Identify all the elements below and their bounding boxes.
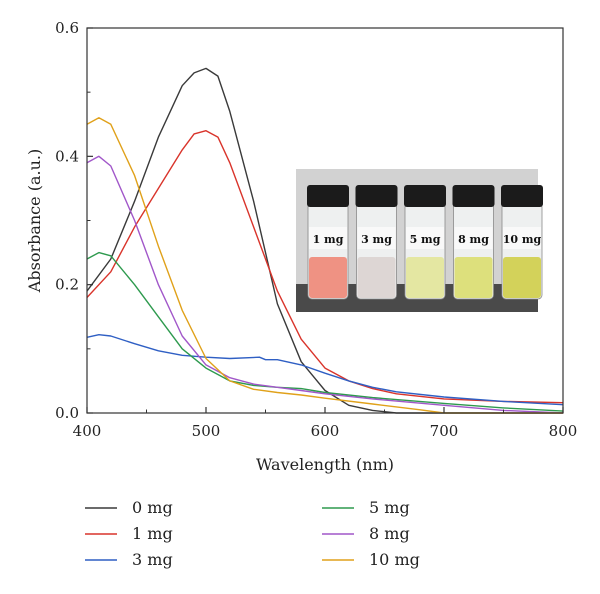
series-line-5	[86, 155, 564, 414]
vial-paper-label	[454, 227, 493, 249]
legend-item: 8 mg	[322, 524, 410, 543]
series-line-4	[86, 251, 564, 412]
legend-label: 3 mg	[132, 550, 173, 569]
vial-cap	[404, 185, 446, 207]
vial: 8 mg	[452, 185, 495, 300]
x-tick-label: 400	[73, 422, 102, 440]
vial-label: 3 mg	[361, 233, 392, 246]
vial-paper-label	[503, 227, 541, 249]
legend-label: 10 mg	[369, 550, 420, 569]
y-tick-label: 0.2	[55, 276, 79, 294]
x-tick-label: 700	[430, 422, 459, 440]
series-line-3	[86, 334, 564, 406]
y-tick-label: 0.6	[55, 19, 79, 37]
legend-item: 3 mg	[85, 550, 173, 569]
vial-cap	[452, 185, 495, 207]
vial-paper-label	[309, 227, 347, 249]
y-tick-label: 0.4	[55, 147, 79, 165]
vial-cap	[501, 185, 543, 207]
vial-liquid	[309, 257, 347, 298]
vial-paper-label	[406, 227, 444, 249]
legend-item: 5 mg	[322, 498, 410, 517]
vial-cap	[307, 185, 349, 207]
vial: 5 mg	[404, 185, 446, 300]
vial: 3 mg	[355, 185, 398, 300]
vials-inset-photo: 1 mg 3 mg 5 mg 8 mg 10 mg	[296, 169, 543, 312]
vial-cap	[355, 185, 398, 207]
legend-item: 0 mg	[85, 498, 173, 517]
series-line-2	[86, 129, 564, 404]
legend-label: 1 mg	[132, 524, 173, 543]
y-axis-title: Absorbance (a.u.)	[25, 149, 44, 293]
vial-label: 1 mg	[313, 233, 344, 246]
legend: 0 mg 1 mg 3 mg 5 mg 8 mg 10 mg	[85, 498, 420, 569]
vial-label: 5 mg	[410, 233, 441, 246]
series-layer	[86, 67, 564, 414]
vial-label: 8 mg	[458, 233, 489, 246]
vial: 10 mg	[501, 185, 543, 300]
series-line-1	[86, 67, 563, 414]
vial: 1 mg	[307, 185, 349, 300]
x-tick-label: 600	[311, 422, 340, 440]
y-tick-label: 0.0	[55, 404, 79, 422]
legend-item: 1 mg	[85, 524, 173, 543]
ticks-layer: 400 500 600 700 800 0.0 0.2 0.4 0.6	[55, 19, 577, 440]
legend-label: 8 mg	[369, 524, 410, 543]
x-tick-label: 800	[549, 422, 578, 440]
vial-liquid	[357, 257, 396, 298]
x-tick-label: 500	[192, 422, 221, 440]
x-axis-title: Wavelength (nm)	[256, 455, 394, 474]
legend-label: 5 mg	[369, 498, 410, 517]
vial-label: 10 mg	[503, 233, 542, 246]
legend-label: 0 mg	[132, 498, 173, 517]
vial-paper-label	[357, 227, 396, 249]
vial-liquid	[406, 257, 444, 298]
series-line-6	[86, 117, 563, 414]
vial-liquid	[454, 257, 493, 298]
vial-liquid	[503, 257, 541, 298]
legend-item: 10 mg	[322, 550, 420, 569]
